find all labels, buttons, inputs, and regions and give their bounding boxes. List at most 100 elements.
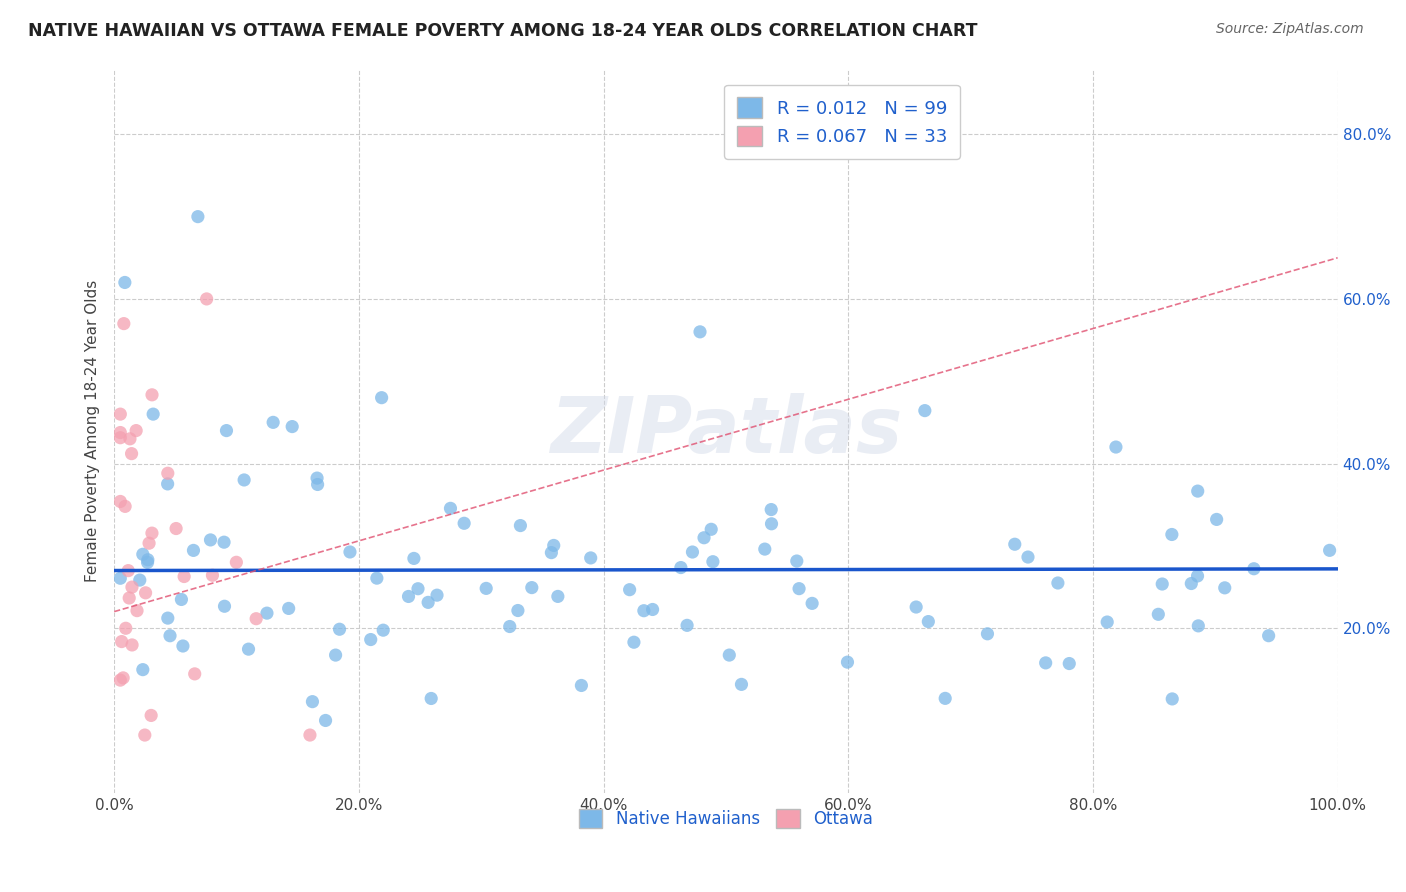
Point — [761, 502, 783, 516]
Point — [1213, 581, 1236, 595]
Point — [307, 477, 329, 491]
Point — [571, 678, 593, 692]
Point — [693, 531, 716, 545]
Point — [682, 545, 704, 559]
Point — [398, 590, 420, 604]
Point — [339, 545, 361, 559]
Point — [159, 629, 181, 643]
Point — [328, 622, 350, 636]
Point — [543, 538, 565, 552]
Point — [623, 635, 645, 649]
Point — [135, 586, 157, 600]
Point — [426, 588, 449, 602]
Text: NATIVE HAWAIIAN VS OTTAWA FEMALE POVERTY AMONG 18-24 YEAR OLDS CORRELATION CHART: NATIVE HAWAIIAN VS OTTAWA FEMALE POVERTY… — [28, 22, 977, 40]
Point — [315, 714, 337, 728]
Point — [520, 581, 543, 595]
Point — [1046, 576, 1069, 591]
Point — [837, 655, 859, 669]
Point — [420, 691, 443, 706]
Point — [579, 550, 602, 565]
Point — [128, 573, 150, 587]
Point — [118, 432, 141, 446]
Point — [370, 391, 392, 405]
Point — [156, 467, 179, 481]
Point — [702, 555, 724, 569]
Point — [418, 595, 440, 609]
Point — [112, 671, 135, 685]
Point — [1105, 440, 1128, 454]
Point — [173, 569, 195, 583]
Point — [110, 425, 132, 440]
Point — [406, 582, 429, 596]
Point — [156, 611, 179, 625]
Point — [233, 473, 256, 487]
Y-axis label: Female Poverty Among 18-24 Year Olds: Female Poverty Among 18-24 Year Olds — [86, 279, 100, 582]
Point — [700, 522, 723, 536]
Point — [187, 210, 209, 224]
Point — [1017, 550, 1039, 565]
Point — [754, 542, 776, 557]
Point — [787, 582, 810, 596]
Point — [114, 276, 136, 290]
Point — [761, 516, 783, 531]
Point — [212, 535, 235, 549]
Point — [676, 618, 699, 632]
Point — [1160, 527, 1182, 541]
Point — [121, 447, 143, 461]
Point — [298, 728, 321, 742]
Point — [238, 642, 260, 657]
Text: Source: ZipAtlas.com: Source: ZipAtlas.com — [1216, 22, 1364, 37]
Point — [139, 708, 162, 723]
Point — [905, 600, 928, 615]
Point — [976, 627, 998, 641]
Point — [1180, 576, 1202, 591]
Point — [214, 599, 236, 614]
Point — [475, 582, 498, 596]
Point — [366, 571, 388, 585]
Point — [1057, 657, 1080, 671]
Point — [141, 526, 163, 541]
Point — [156, 476, 179, 491]
Point — [619, 582, 641, 597]
Point — [540, 546, 562, 560]
Point — [165, 522, 187, 536]
Point — [669, 560, 692, 574]
Point — [277, 601, 299, 615]
Point — [121, 638, 143, 652]
Point — [1095, 615, 1118, 629]
Point — [110, 494, 132, 508]
Point — [325, 648, 347, 662]
Point — [641, 602, 664, 616]
Point — [1161, 692, 1184, 706]
Point — [1004, 537, 1026, 551]
Point — [633, 604, 655, 618]
Point — [506, 603, 529, 617]
Point — [110, 571, 132, 585]
Point — [1035, 656, 1057, 670]
Point — [172, 639, 194, 653]
Point — [934, 691, 956, 706]
Point — [1243, 562, 1265, 576]
Point — [136, 553, 159, 567]
Point — [1187, 484, 1209, 499]
Point — [125, 424, 148, 438]
Point — [132, 663, 155, 677]
Point — [453, 516, 475, 531]
Point — [1152, 577, 1174, 591]
Point — [132, 547, 155, 561]
Point — [125, 604, 148, 618]
Point — [245, 612, 267, 626]
Point — [114, 621, 136, 635]
Text: ZIPatlas: ZIPatlas — [550, 392, 903, 468]
Point — [1205, 512, 1227, 526]
Point — [225, 555, 247, 569]
Point — [117, 564, 139, 578]
Point — [142, 407, 165, 421]
Point — [499, 619, 522, 633]
Point — [110, 673, 132, 687]
Point — [141, 388, 163, 402]
Point — [114, 500, 136, 514]
Point — [373, 623, 395, 637]
Point — [112, 317, 135, 331]
Point — [195, 292, 218, 306]
